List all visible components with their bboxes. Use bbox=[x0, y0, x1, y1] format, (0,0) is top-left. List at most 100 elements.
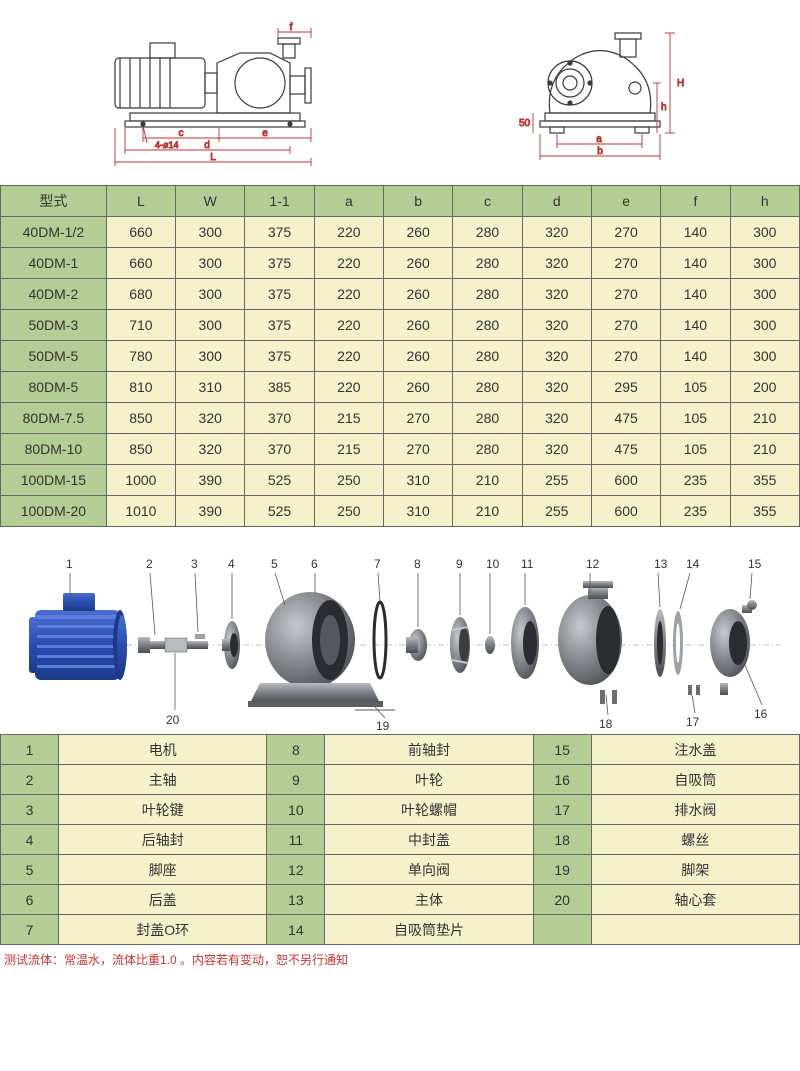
dim-header-L: L bbox=[106, 186, 175, 217]
part-number-cell bbox=[533, 915, 591, 945]
dim-label-b: b bbox=[597, 146, 603, 157]
part-name-cell: 中封盖 bbox=[325, 825, 533, 855]
dim-label-a: a bbox=[596, 134, 602, 145]
dim-cell: 220 bbox=[314, 341, 383, 372]
dim-cell: 270 bbox=[591, 341, 660, 372]
dim-cell: 600 bbox=[591, 465, 660, 496]
part-impeller-nut bbox=[485, 636, 495, 654]
part-name-cell: 排水阀 bbox=[591, 795, 799, 825]
dim-cell: 210 bbox=[730, 434, 799, 465]
dim-cell: 525 bbox=[245, 465, 314, 496]
dim-cell: 280 bbox=[453, 341, 522, 372]
dim-cell: 280 bbox=[453, 434, 522, 465]
dim-cell: 320 bbox=[522, 279, 591, 310]
callout-20: 20 bbox=[166, 713, 179, 727]
part-shaft bbox=[138, 637, 208, 653]
parts-row: 7封盖O环14自吸筒垫片 bbox=[1, 915, 800, 945]
callout-3: 3 bbox=[191, 557, 198, 571]
dim-cell: 375 bbox=[245, 279, 314, 310]
dim-cell: 210 bbox=[730, 403, 799, 434]
dim-cell: 235 bbox=[661, 465, 730, 496]
part-number-cell: 13 bbox=[267, 885, 325, 915]
dim-cell: 280 bbox=[453, 310, 522, 341]
part-name-cell: 叶轮螺帽 bbox=[325, 795, 533, 825]
dim-cell: 250 bbox=[314, 465, 383, 496]
part-number-cell: 7 bbox=[1, 915, 59, 945]
dim-cell: 850 bbox=[106, 434, 175, 465]
dim-cell: 320 bbox=[522, 217, 591, 248]
part-number-cell: 1 bbox=[1, 735, 59, 765]
front-view-diagram: H h 50 a b bbox=[505, 18, 705, 168]
dim-cell: 320 bbox=[176, 403, 245, 434]
dim-cell: 255 bbox=[522, 465, 591, 496]
footnote: 测试流体：常温水，流体比重1.0 。内容若有变动，恕不另行通知 bbox=[0, 945, 800, 972]
callout-17: 17 bbox=[686, 715, 699, 729]
part-housing-rear bbox=[248, 592, 383, 707]
dim-cell: 660 bbox=[106, 248, 175, 279]
dim-cell: 270 bbox=[591, 310, 660, 341]
part-name-cell: 封盖O环 bbox=[59, 915, 267, 945]
part-number-cell: 2 bbox=[1, 765, 59, 795]
dim-cell: 215 bbox=[314, 434, 383, 465]
dim-header-h: h bbox=[730, 186, 799, 217]
part-name-cell: 自吸筒 bbox=[591, 765, 799, 795]
part-name-cell: 前轴封 bbox=[325, 735, 533, 765]
parts-row: 1电机8前轴封15注水盖 bbox=[1, 735, 800, 765]
part-name-cell: 后盖 bbox=[59, 885, 267, 915]
dim-cell: 850 bbox=[106, 403, 175, 434]
part-impeller bbox=[450, 617, 470, 673]
dim-cell: 140 bbox=[661, 248, 730, 279]
dim-cell: 780 bbox=[106, 341, 175, 372]
dim-cell: 810 bbox=[106, 372, 175, 403]
dim-cell: 280 bbox=[453, 217, 522, 248]
part-number-cell: 9 bbox=[267, 765, 325, 795]
part-number-cell: 8 bbox=[267, 735, 325, 765]
part-priming-cylinder bbox=[688, 600, 757, 695]
dim-cell-type: 80DM-7.5 bbox=[1, 403, 107, 434]
dim-cell: 255 bbox=[522, 496, 591, 527]
dim-cell: 310 bbox=[384, 496, 453, 527]
dim-cell: 300 bbox=[730, 310, 799, 341]
dim-table-row: 100DM-201010390525250310210255600235355 bbox=[1, 496, 800, 527]
dim-label-f: f bbox=[290, 22, 293, 33]
dim-cell: 320 bbox=[522, 341, 591, 372]
dim-label-50: 50 bbox=[519, 118, 531, 129]
callout-2: 2 bbox=[146, 557, 153, 571]
part-number-cell: 11 bbox=[267, 825, 325, 855]
callout-1: 1 bbox=[66, 557, 73, 571]
dim-table-row: 80DM-5810310385220260280320295105200 bbox=[1, 372, 800, 403]
dim-cell: 320 bbox=[522, 372, 591, 403]
part-name-cell: 叶轮键 bbox=[59, 795, 267, 825]
callout-7: 7 bbox=[374, 557, 381, 571]
engineering-diagrams: f c e d L 4-ø14 bbox=[0, 0, 800, 175]
part-front-seal bbox=[406, 629, 427, 661]
dim-label-d: d bbox=[204, 140, 210, 151]
dim-cell: 300 bbox=[176, 248, 245, 279]
dim-cell: 320 bbox=[522, 403, 591, 434]
dim-table-row: 50DM-5780300375220260280320270140300 bbox=[1, 341, 800, 372]
dim-label-e: e bbox=[262, 128, 268, 139]
parts-table: 1电机8前轴封15注水盖2主轴9叶轮16自吸筒3叶轮键10叶轮螺帽17排水阀4后… bbox=[0, 734, 800, 945]
dim-cell-type: 40DM-1/2 bbox=[1, 217, 107, 248]
part-number-cell: 6 bbox=[1, 885, 59, 915]
callout-6: 6 bbox=[311, 557, 318, 571]
part-number-cell: 18 bbox=[533, 825, 591, 855]
dim-cell: 280 bbox=[453, 248, 522, 279]
dim-cell: 300 bbox=[730, 279, 799, 310]
dim-cell: 220 bbox=[314, 248, 383, 279]
dim-cell: 710 bbox=[106, 310, 175, 341]
part-number-cell: 16 bbox=[533, 765, 591, 795]
callout-18: 18 bbox=[599, 717, 612, 731]
callout-14: 14 bbox=[686, 557, 699, 571]
part-gasket bbox=[654, 609, 683, 677]
dim-table-row: 40DM-1/2660300375220260280320270140300 bbox=[1, 217, 800, 248]
dim-cell: 375 bbox=[245, 248, 314, 279]
parts-row: 3叶轮键10叶轮螺帽17排水阀 bbox=[1, 795, 800, 825]
dim-cell: 260 bbox=[384, 341, 453, 372]
part-number-cell: 4 bbox=[1, 825, 59, 855]
dim-cell: 390 bbox=[176, 496, 245, 527]
part-name-cell: 注水盖 bbox=[591, 735, 799, 765]
dim-cell: 300 bbox=[176, 341, 245, 372]
part-name-cell bbox=[591, 915, 799, 945]
part-name-cell: 螺丝 bbox=[591, 825, 799, 855]
